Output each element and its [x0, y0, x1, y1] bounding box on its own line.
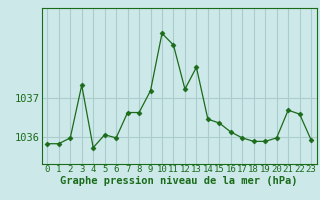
- X-axis label: Graphe pression niveau de la mer (hPa): Graphe pression niveau de la mer (hPa): [60, 176, 298, 186]
